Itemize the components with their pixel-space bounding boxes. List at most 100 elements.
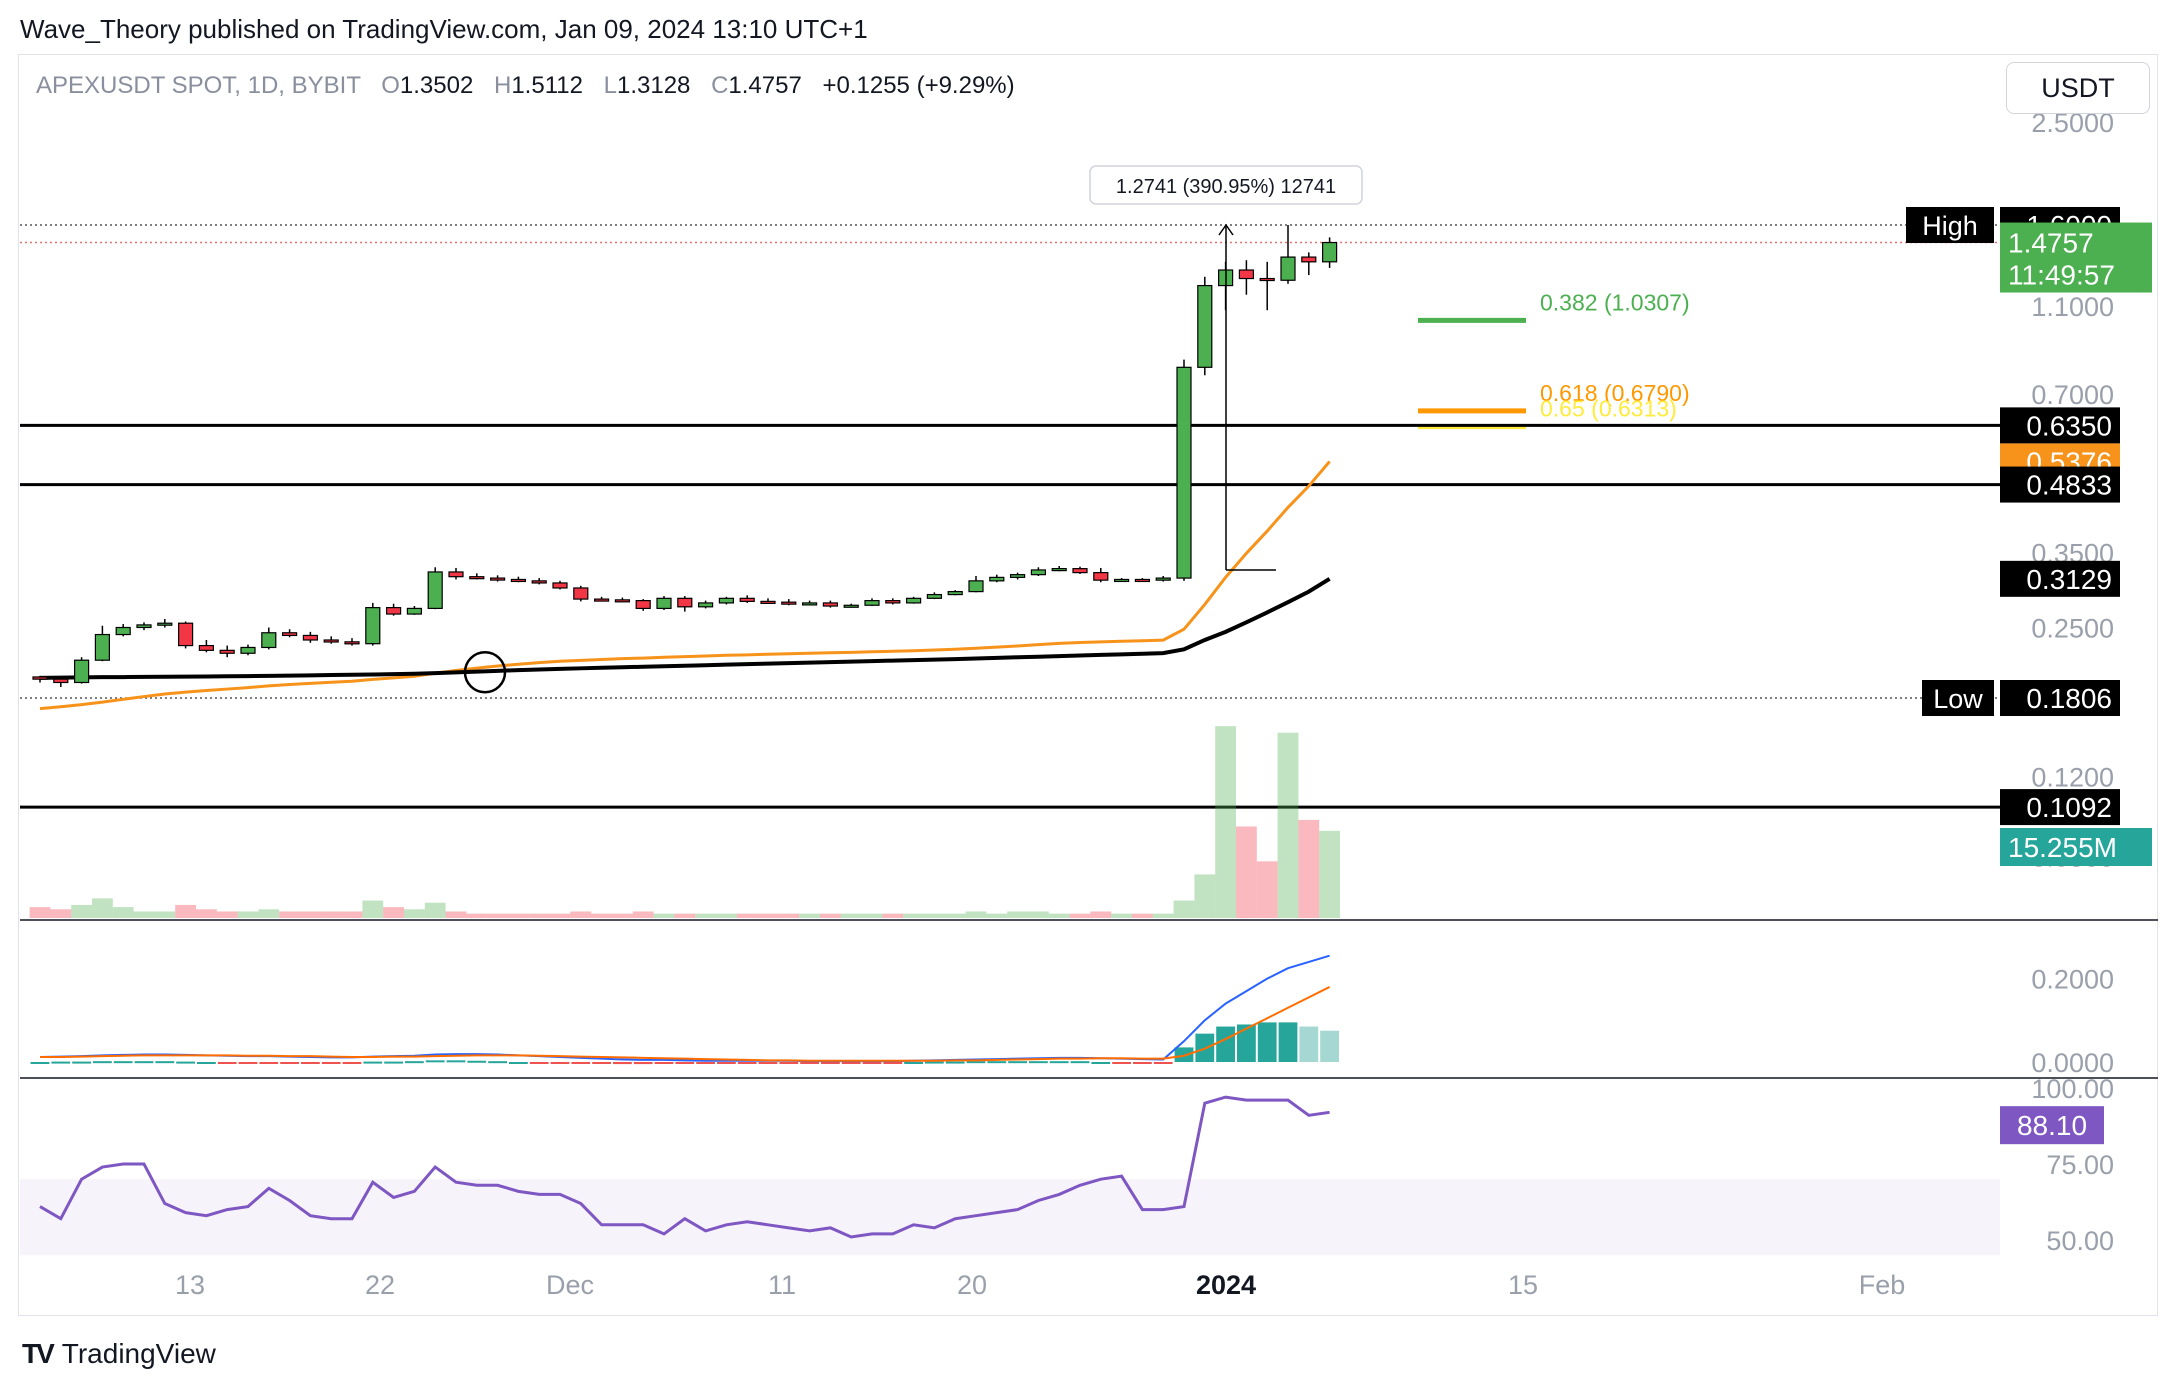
macd-histogram-bar [841,1062,861,1064]
macd-histogram-bar [1049,1061,1069,1064]
open-key: O [381,72,400,99]
volume-bar [882,913,904,918]
volume-bar [29,907,51,918]
rsi-pane [20,1095,2000,1256]
candle-body [1009,574,1026,578]
volume-bar [341,911,363,918]
volume-bar [71,904,92,918]
candles [32,225,1338,687]
volume-bar [50,909,72,918]
macd-histogram-bar [987,1061,1007,1064]
candle-body [635,600,651,610]
macd-histogram-bar [384,1061,403,1064]
footer-brand[interactable]: TV TradingView [22,1334,216,1374]
price-tag-low-title: Low [1933,684,1983,714]
volume-bar [92,898,113,918]
candle-body [989,576,1005,582]
volume-bar [591,913,612,918]
candle-body [53,678,69,684]
macd-signal-line [40,986,1331,1062]
candle-body [448,571,464,578]
macd-histogram-bar [696,1062,715,1064]
currency-selector[interactable]: USDT [2006,62,2150,114]
change-value: +0.1255 (+9.29%) [822,72,1015,99]
candle-body [885,600,901,604]
price-tag-h2-bg [2000,466,2120,503]
price-tag-high-title: High [1922,211,1978,241]
volume-bar [612,913,633,918]
volume-pane [20,726,2158,921]
candle-body [406,607,422,615]
macd-histogram-bar [1070,1061,1090,1064]
volume-bar [1173,900,1195,918]
candle-body [115,626,131,636]
candle-body [843,604,859,608]
price-labels: 1.6000High1.475711:49:570.63500.53760.48… [1906,207,2152,1145]
volume-bar [716,913,737,918]
candle-body [573,587,589,600]
candle-body [323,639,339,643]
crossover-circle [463,650,507,694]
macd-histogram-bar [1299,1026,1319,1062]
volume-bar [1215,726,1236,918]
time-axis-label: 15 [1508,1270,1538,1300]
rsi-tag-bg [2000,1106,2104,1145]
candle-body [427,571,443,610]
macd-histogram-bar [654,1062,674,1064]
candle-body [302,634,318,641]
candle-body [178,622,194,647]
macd-axis-tick: 0.0000 [2031,1048,2114,1078]
volume-bar [445,911,467,918]
candle-body [677,597,693,608]
time-axis-label: 2024 [1196,1270,1256,1300]
volume-bar [528,913,550,918]
macd-histogram-bar [717,1062,736,1064]
macd-histogram-bar [30,1062,50,1064]
candle-body [1030,569,1047,576]
macd-histogram-bar [1112,1062,1131,1064]
time-axis-label: 20 [957,1270,987,1300]
measure-box [1089,165,1363,205]
candle-body [219,649,235,654]
volume-bar [300,911,321,918]
candle-body [1301,256,1317,263]
candle-body [157,622,173,626]
macd-histogram-bar [342,1062,362,1064]
candle-body [593,598,610,602]
price-tag-h2: 0.4833 [2026,470,2112,501]
macd-histogram-bar [1029,1061,1048,1064]
volume-bar [778,913,800,918]
candle-body [1321,241,1338,263]
macd-histogram-bar [737,1062,757,1064]
volume-tag: 15.255M [2008,832,2117,863]
fib-label-2: 0.65 (0.6313) [1540,396,1677,422]
candle-body [1134,578,1151,583]
candle-body [240,646,256,654]
volume-bar [799,913,820,918]
macd-histogram-bar [363,1061,383,1064]
ema-black-line [39,577,1331,680]
price-tag-low-title-bg [1922,680,1994,716]
volume-bar [383,907,404,918]
macd-histogram-bar [405,1061,424,1064]
volume-bar [112,907,134,918]
candle-body [781,601,797,605]
macd-histogram-bar [1320,1030,1339,1062]
rsi-axis-tick: 75.00 [2046,1150,2114,1180]
fib-label-0: 0.382 (1.0307) [1540,289,1690,315]
candle-body [1259,277,1275,282]
macd-histogram-bar [51,1061,71,1064]
volume-bar [1090,911,1112,918]
macd-axis-tick: 0.2000 [2031,965,2114,995]
volume-bar [570,911,592,918]
close-countdown: 11:49:57 [2008,260,2115,291]
candle-body [760,600,776,604]
macd-histogram-bar [925,1061,944,1064]
macd-histogram-bar [467,1060,487,1063]
candle-body [926,593,943,599]
volume-bar [508,913,529,918]
candle-body [614,599,631,603]
price-axis-tick: 0.7000 [2031,380,2114,410]
macd-histogram-bar [862,1062,882,1064]
